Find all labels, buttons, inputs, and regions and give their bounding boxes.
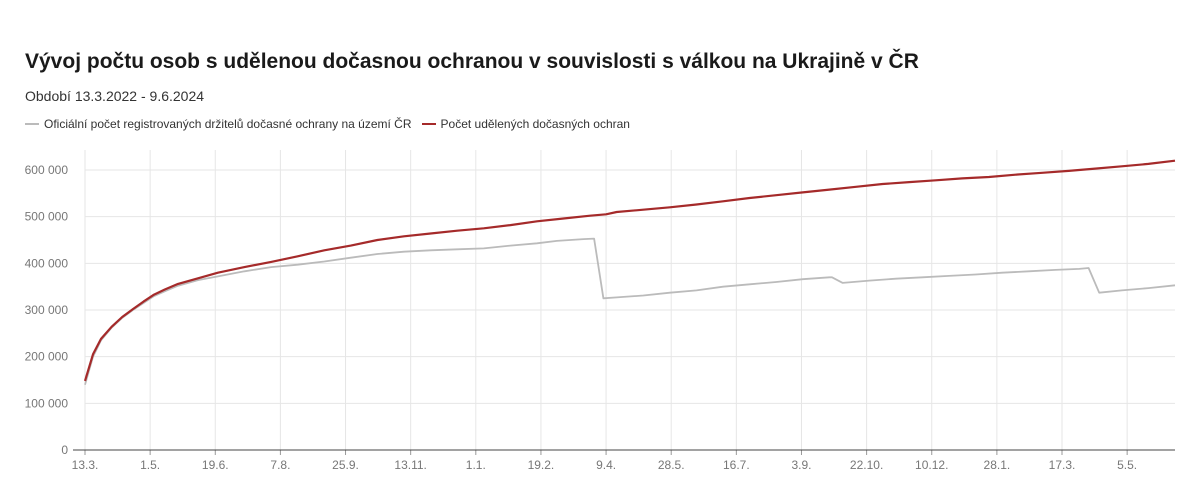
x-tick-label: 3.9. bbox=[791, 458, 811, 472]
series-line-0 bbox=[84, 237, 1176, 385]
x-tick-label: 19.6. bbox=[202, 458, 229, 472]
x-tick-label: 16.7. bbox=[723, 458, 750, 472]
legend-swatch-registered bbox=[25, 123, 39, 125]
chart-title: Vývoj počtu osob s udělenou dočasnou och… bbox=[25, 50, 919, 73]
legend-item-granted: Počet udělených dočasných ochran bbox=[421, 117, 630, 131]
y-tick-label: 0 bbox=[61, 443, 68, 457]
x-tick-label: 25.9. bbox=[332, 458, 359, 472]
y-tick-label: 600 000 bbox=[25, 163, 69, 177]
y-tick-label: 400 000 bbox=[25, 256, 69, 270]
y-tick-label: 200 000 bbox=[25, 350, 69, 364]
legend-label-granted: Počet udělených dočasných ochran bbox=[440, 117, 630, 131]
x-tick-label: 10.12. bbox=[915, 458, 948, 472]
x-tick-label: 22.10. bbox=[850, 458, 883, 472]
y-tick-label: 300 000 bbox=[25, 303, 69, 317]
chart-legend: Oficiální počet registrovaných držitelů … bbox=[25, 117, 640, 131]
chart-subtitle: Období 13.3.2022 - 9.6.2024 bbox=[25, 88, 205, 104]
legend-label-registered: Oficiální počet registrovaných držitelů … bbox=[44, 117, 412, 131]
x-tick-label: 13.3. bbox=[72, 458, 99, 472]
x-tick-label: 17.3. bbox=[1049, 458, 1076, 472]
x-tick-label: 7.8. bbox=[270, 458, 290, 472]
x-tick-label: 28.5. bbox=[658, 458, 685, 472]
x-tick-label: 13.11. bbox=[394, 458, 426, 472]
y-tick-label: 100 000 bbox=[25, 396, 69, 410]
x-tick-label: 28.1. bbox=[984, 458, 1011, 472]
x-tick-label: 1.1. bbox=[466, 458, 486, 472]
y-tick-label: 500 000 bbox=[25, 210, 69, 224]
legend-swatch-granted bbox=[421, 123, 436, 125]
series-line-1 bbox=[83, 159, 1176, 382]
x-tick-label: 19.2. bbox=[528, 458, 555, 472]
x-tick-label: 5.5. bbox=[1117, 458, 1137, 472]
x-tick-label: 1.5. bbox=[140, 458, 160, 472]
legend-item-registered: Oficiální počet registrovaných držitelů … bbox=[25, 117, 412, 131]
x-tick-label: 9.4. bbox=[596, 458, 616, 472]
